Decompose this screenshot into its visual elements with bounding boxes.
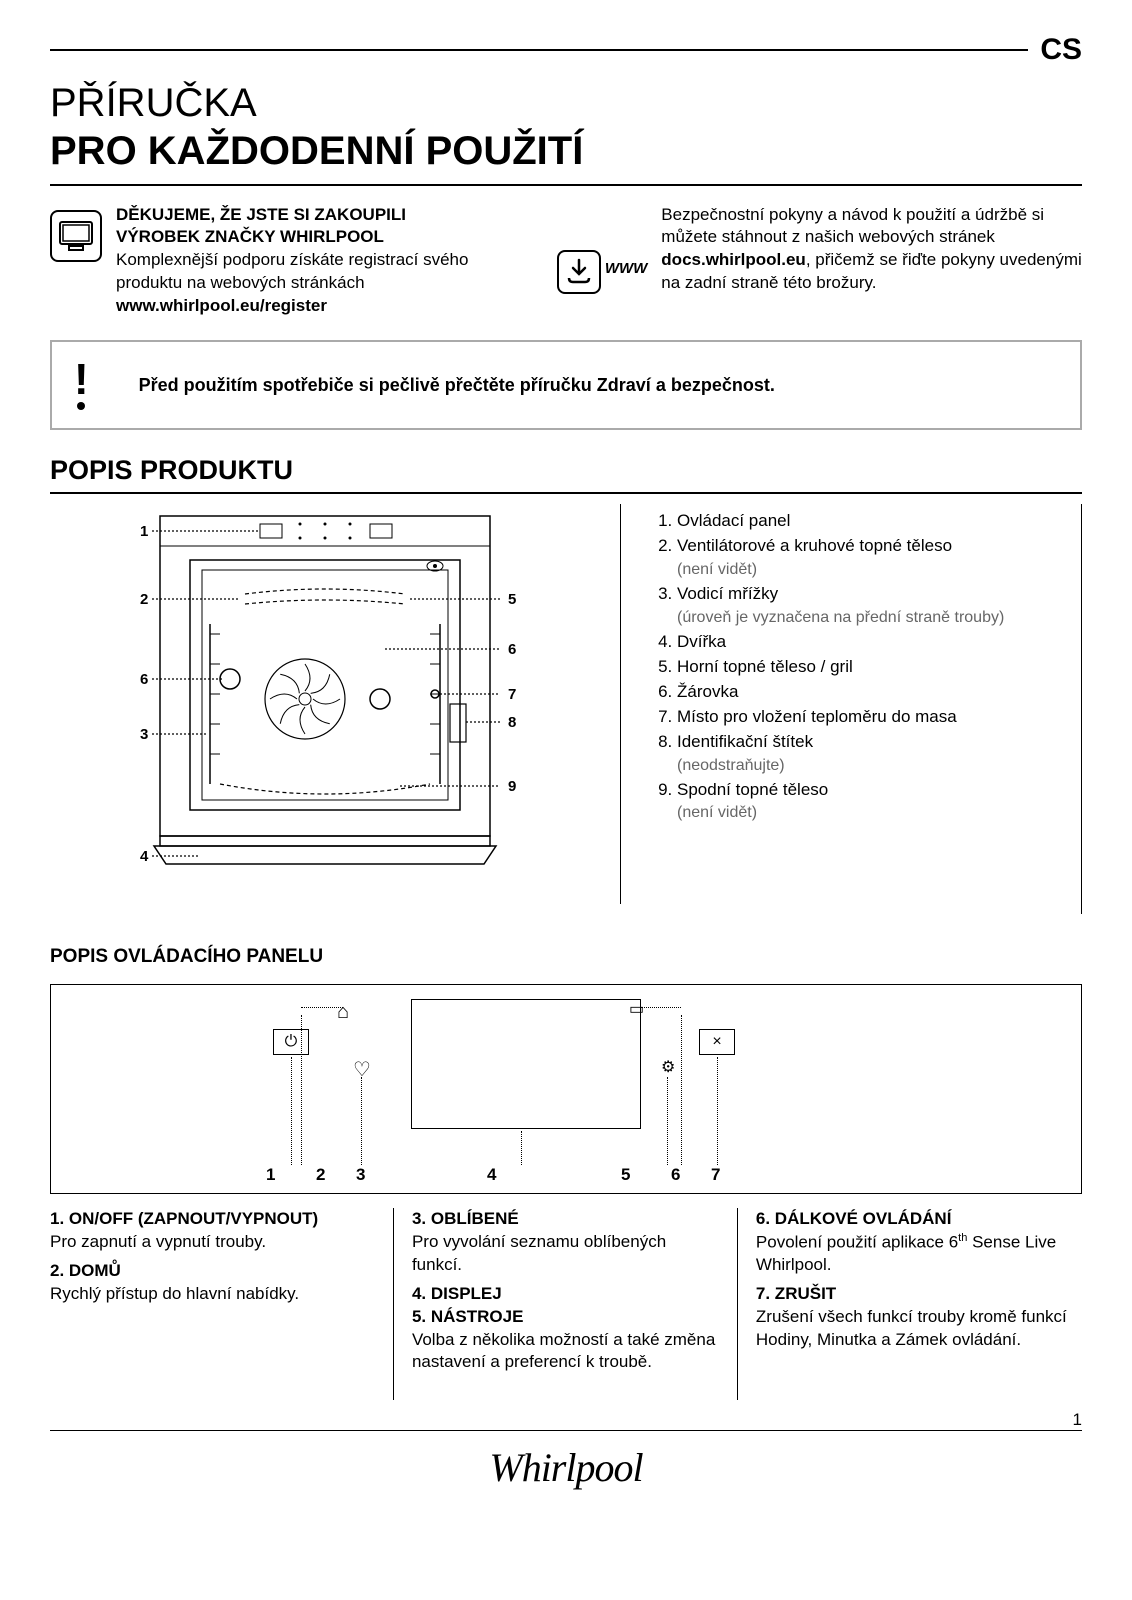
legend-7: Místo pro vložení teploměru do masa bbox=[677, 706, 1081, 729]
product-legend: Ovládací panel Ventilátorové a kruhové t… bbox=[620, 504, 1081, 904]
d1t1: 1. ON/OFF (ZAPNOUT/VYPNOUT) bbox=[50, 1208, 375, 1231]
control-panel-diagram: ⏻ ⌂ ♡ ⚙ ▭ × 1 2 3 4 5 6 7 bbox=[50, 984, 1082, 1194]
product-row: 1 2 6 3 4 5 6 7 8 9 Ovládací panel Venti… bbox=[50, 504, 1082, 914]
dn1: 1 bbox=[140, 523, 148, 540]
home-icon: ⌂ bbox=[337, 999, 349, 1026]
intro-left: DĚKUJEME, ŽE JSTE SI ZAKOUPILI VÝROBEK Z… bbox=[50, 204, 535, 319]
cancel-icon: × bbox=[699, 1029, 735, 1055]
section-product-heading: POPIS PRODUKTU bbox=[50, 452, 1082, 494]
d2t2: 4. DISPLEJ bbox=[412, 1283, 719, 1306]
product-diagram: 1 2 6 3 4 5 6 7 8 9 bbox=[50, 504, 590, 904]
dn3: 3 bbox=[140, 726, 148, 743]
legend-3: Vodicí mřížky(úroveň je vyznačena na pře… bbox=[677, 583, 1081, 629]
section-panel-heading: POPIS OVLÁDACÍHO PANELU bbox=[50, 944, 1082, 970]
intro-right-text: Bezpečnostní pokyny a návod k použití a … bbox=[661, 204, 1082, 319]
d2p3: Volba z několika možností a také změna n… bbox=[412, 1329, 719, 1375]
intro-left-body: Komplexnější podporu získáte registrací … bbox=[116, 250, 468, 292]
tools-icon: ⚙ bbox=[661, 1057, 675, 1079]
d2p1: Pro vyvolání seznamu oblíbených funkcí. bbox=[412, 1231, 719, 1277]
dn8: 8 bbox=[508, 714, 516, 731]
d2t1: 3. OBLÍBENÉ bbox=[412, 1208, 719, 1231]
dn6l: 6 bbox=[140, 671, 148, 688]
pn3: 3 bbox=[356, 1164, 365, 1187]
legend-8: Identifikační štítek(neodstraňujte) bbox=[677, 731, 1081, 777]
legend-9: Spodní topné těleso(není vidět) bbox=[677, 779, 1081, 825]
desc-col-3: 6. DÁLKOVÉ OVLÁDÁNÍ Povolení použití apl… bbox=[738, 1208, 1082, 1401]
pn6: 6 bbox=[671, 1164, 680, 1187]
desc-col-1: 1. ON/OFF (ZAPNOUT/VYPNOUT) Pro zapnutí … bbox=[50, 1208, 394, 1401]
pn1: 1 bbox=[266, 1164, 275, 1187]
intro-right-body1: Bezpečnostní pokyny a návod k použití a … bbox=[661, 205, 1044, 247]
power-icon: ⏻ bbox=[273, 1029, 309, 1055]
title-light: PŘÍRUČKA bbox=[50, 76, 1082, 130]
intro-right: WWW Bezpečnostní pokyny a návod k použit… bbox=[557, 204, 1082, 319]
legend-4: Dvířka bbox=[677, 631, 1081, 654]
download-icon bbox=[557, 250, 601, 294]
pn2: 2 bbox=[316, 1164, 325, 1187]
d3p1: Povolení použití aplikace 6th Sense Live… bbox=[756, 1231, 1082, 1278]
d3p2: Zrušení všech funkcí trouby kromě funkcí… bbox=[756, 1306, 1082, 1352]
desc-col-2: 3. OBLÍBENÉ Pro vyvolání seznamu oblíben… bbox=[394, 1208, 738, 1401]
d1p1: Pro zapnutí a vypnutí trouby. bbox=[50, 1231, 375, 1254]
intro-row: DĚKUJEME, ŽE JSTE SI ZAKOUPILI VÝROBEK Z… bbox=[50, 204, 1082, 319]
d1t2: 2. DOMŮ bbox=[50, 1260, 375, 1283]
pn4: 4 bbox=[487, 1164, 496, 1187]
header-rule bbox=[50, 49, 1028, 51]
intro-left-bold2: VÝROBEK ZNAČKY WHIRLPOOL bbox=[116, 226, 535, 249]
page-number: 1 bbox=[1073, 1409, 1082, 1432]
legend-6: Žárovka bbox=[677, 681, 1081, 704]
intro-right-link: docs.whirlpool.eu bbox=[661, 250, 806, 269]
intro-left-bold1: DĚKUJEME, ŽE JSTE SI ZAKOUPILI bbox=[116, 204, 535, 227]
legend-1: Ovládací panel bbox=[677, 510, 1081, 533]
dn6: 6 bbox=[508, 641, 516, 658]
safety-notice: ! Před použitím spotřebiče si pečlivě př… bbox=[50, 340, 1082, 430]
header-bar: CS bbox=[50, 30, 1082, 71]
footer: Whirlpool 1 bbox=[50, 1431, 1082, 1505]
warning-icon: ! bbox=[74, 360, 89, 410]
panel-description-row: 1. ON/OFF (ZAPNOUT/VYPNOUT) Pro zapnutí … bbox=[50, 1208, 1082, 1401]
dn9: 9 bbox=[508, 778, 516, 795]
pn7: 7 bbox=[711, 1164, 720, 1187]
legend-2: Ventilátorové a kruhové topné těleso(nen… bbox=[677, 535, 1081, 581]
panel-display-rect bbox=[411, 999, 641, 1129]
intro-left-text: DĚKUJEME, ŽE JSTE SI ZAKOUPILI VÝROBEK Z… bbox=[116, 204, 535, 319]
legend-5: Horní topné těleso / gril bbox=[677, 656, 1081, 679]
brand-logo: Whirlpool bbox=[489, 1441, 642, 1495]
monitor-icon bbox=[50, 210, 102, 262]
d2t3: 5. NÁSTROJE bbox=[412, 1306, 719, 1329]
dn4: 4 bbox=[140, 848, 149, 865]
dn5: 5 bbox=[508, 591, 516, 608]
safety-notice-text: Před použitím spotřebiče si pečlivě přeč… bbox=[139, 373, 775, 397]
d3t2: 7. ZRUŠIT bbox=[756, 1283, 1082, 1306]
remote-icon: ▭ bbox=[629, 999, 644, 1021]
pn5: 5 bbox=[621, 1164, 630, 1187]
dn2: 2 bbox=[140, 591, 148, 608]
dn7: 7 bbox=[508, 686, 516, 703]
intro-left-link: www.whirlpool.eu/register bbox=[116, 296, 327, 315]
d1p2: Rychlý přístup do hlavní nabídky. bbox=[50, 1283, 375, 1306]
d3t1: 6. DÁLKOVÉ OVLÁDÁNÍ bbox=[756, 1208, 1082, 1231]
title-bold: PRO KAŽDODENNÍ POUŽITÍ bbox=[50, 124, 1082, 186]
language-code: CS bbox=[1040, 30, 1082, 71]
www-label: WWW bbox=[605, 259, 647, 279]
